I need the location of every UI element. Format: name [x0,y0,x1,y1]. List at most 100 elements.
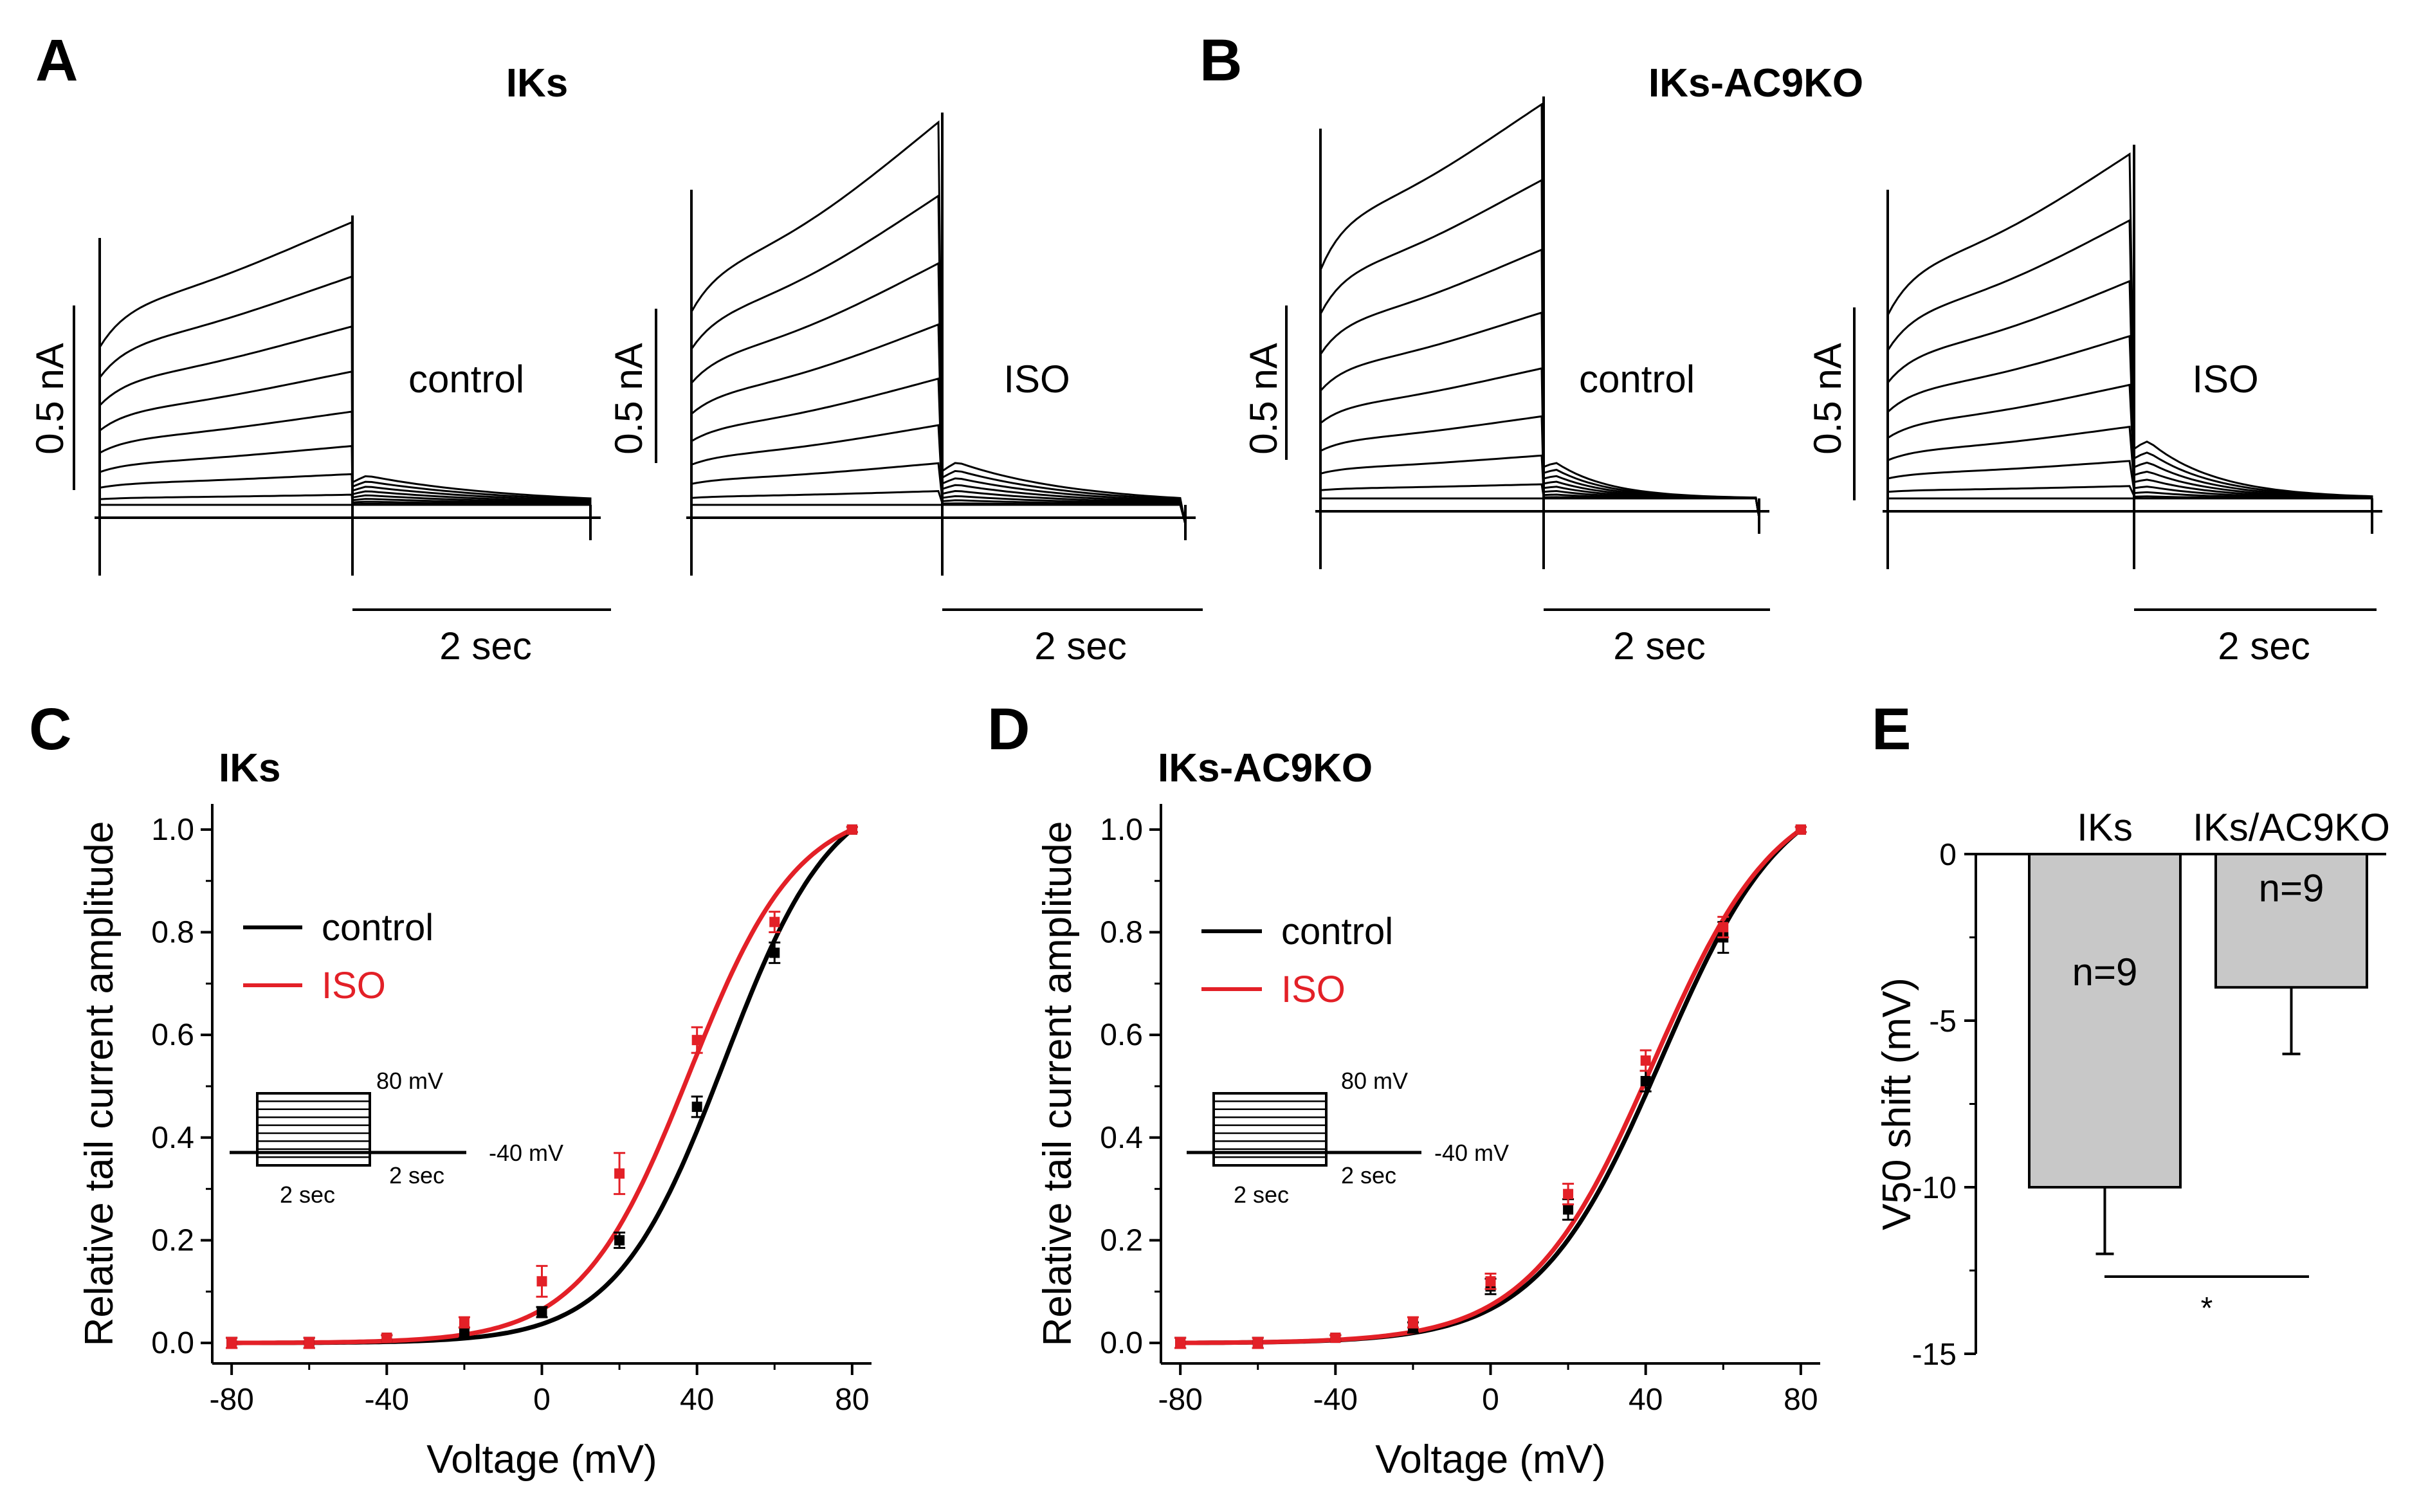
panel-a-left-traces: control 0.5 nA 2 sec [28,215,611,668]
chart-d-y-label: Relative tail current amplitude [1036,821,1080,1347]
data-point-d-iso [1330,1333,1341,1343]
chart-c-x-tick-label: -40 [365,1383,409,1417]
scale-current-b2: 0.5 nA [1806,343,1849,454]
chart-c-axes: -80 -40 0 40 80 0.0 0.2 0.4 0.6 0.8 1.0 Voltage (mV… [77,804,872,1482]
chart-c-y-tick-label: 0.8 [151,916,194,950]
data-point-c-control [614,1235,625,1246]
data-point-c-iso [304,1338,315,1349]
chart-d-y-tick-label: 0.4 [1100,1121,1143,1155]
chart-d-y-tick-label: 1.0 [1100,813,1143,847]
inset-c-steps [257,1100,370,1158]
chart-c-y-tick-label: 0.2 [151,1223,194,1257]
current-trace [1886,279,2373,518]
data-point-d-iso [1563,1189,1574,1199]
legend-d-control: control [1281,911,1393,952]
inset-d-step-box [1212,1092,1328,1167]
traces-b-control [1315,96,1769,569]
inset-d-step-label: 80 mV [1341,1068,1408,1094]
panel-c-title: IKs [219,746,280,790]
current-trace [690,120,1187,525]
current-trace [98,221,592,524]
chart-d-y-tick-label: 0.6 [1100,1018,1143,1052]
label-b-control: control [1579,358,1695,401]
chart-c-y-tick-label: 1.0 [151,813,194,847]
data-point-c-iso [381,1333,392,1343]
data-point-d-iso [1718,922,1729,933]
chart-d-x-label: Voltage (mV) [1375,1437,1605,1482]
legend-d-iso: ISO [1281,969,1346,1010]
current-trace [1886,383,2373,518]
inset-c-protocol: 80 mV -40 mV 2 sec 2 sec [230,1068,563,1208]
label-a-control: control [408,358,524,401]
chart-d-y-tick-label: 0.8 [1100,916,1143,950]
inset-d-hold-label: -40 mV [1434,1140,1509,1166]
panel-a-right-traces: ISO 0.5 nA 2 sec [607,113,1203,668]
current-trace [690,462,1187,525]
data-point-c-control [691,1101,702,1112]
inset-c-step-label: 80 mV [376,1068,443,1094]
current-trace [1319,102,1760,518]
inset-c-dur1: 2 sec [280,1181,335,1208]
bar-n-label-1: n=9 [2259,867,2324,910]
inset-c-step-box [256,1092,371,1167]
chart-d: -80 -40 0 40 80 0.0 0.2 0.4 0.6 0.8 1.0 Voltage (mV… [1036,804,1820,1482]
data-point-d-control [1563,1204,1574,1215]
chart-e: 0 -5 -10 -15 V50 shift (mV) n=9 IKs n=9 IKs/AC9K… [1875,806,2390,1372]
current-trace [1319,483,1760,518]
traces-b-iso [1883,145,2382,569]
panel-b-title: IKs-AC9KO [1648,61,1863,105]
inset-c-hold-label: -40 mV [489,1140,563,1166]
current-trace [98,473,592,524]
inset-d-protocol: 80 mV -40 mV 2 sec 2 sec [1187,1068,1509,1208]
chart-e-y-tick-label: -10 [1912,1171,1957,1205]
data-point-d-iso [1795,824,1806,835]
panel-b-label: B [1200,28,1242,93]
current-trace [1319,454,1760,518]
chart-c-points [226,824,858,1349]
chart-d-x-tick-label: 80 [1784,1383,1818,1417]
scale-time-a2: 2 sec [1034,624,1126,668]
current-trace [690,323,1187,525]
label-a-iso: ISO [1003,358,1070,401]
data-point-d-iso [1485,1276,1496,1287]
chart-c: -80 -40 0 40 80 0.0 0.2 0.4 0.6 0.8 1.0 Voltage (mV… [77,804,872,1482]
panel-c-label: C [29,697,71,762]
chart-d-x-tick-label: 40 [1629,1383,1663,1417]
significance-mark: * [2201,1291,2213,1325]
inset-c-dur2: 2 sec [389,1162,444,1189]
chart-c-x-tick-label: 0 [533,1383,551,1417]
data-point-d-control [1640,1076,1651,1087]
data-point-c-iso [769,916,780,927]
chart-d-points [1174,824,1807,1349]
current-trace [1319,415,1760,518]
data-point-c-iso [536,1276,547,1287]
data-point-c-iso [614,1168,625,1179]
scale-time-b2: 2 sec [2218,624,2310,668]
bar-category-label-0: IKs [2077,806,2133,849]
panel-e-label: E [1872,697,1911,762]
chart-d-legend: control ISO [1201,911,1393,1010]
data-point-c-iso [691,1035,702,1046]
current-trace [98,325,592,524]
data-point-c-iso [226,1338,237,1349]
current-trace [690,490,1187,525]
data-point-c-iso [459,1317,470,1328]
chart-d-x-tick-label: -80 [1158,1383,1202,1417]
panel-a-title: IKs [506,61,568,105]
scale-current-a1: 0.5 nA [28,343,71,454]
panel-b-right-traces: ISO 0.5 nA 2 sec [1806,145,2382,668]
current-trace [690,262,1187,525]
chart-e-y-label: V50 shift (mV) [1875,978,1919,1230]
panel-b-left-traces: control 0.5 nA 2 sec [1242,96,1770,668]
data-point-c-control [536,1307,547,1318]
chart-e-y-tick-label: 0 [1939,838,1957,872]
chart-d-curves [1180,828,1803,1345]
data-point-c-control [769,947,780,958]
data-point-c-iso [846,824,857,835]
fit-curve-d-control [1180,828,1803,1345]
chart-c-legend: control ISO [243,907,434,1006]
panel-d-title: IKs-AC9KO [1158,746,1373,790]
scale-current-b1: 0.5 nA [1242,343,1285,454]
